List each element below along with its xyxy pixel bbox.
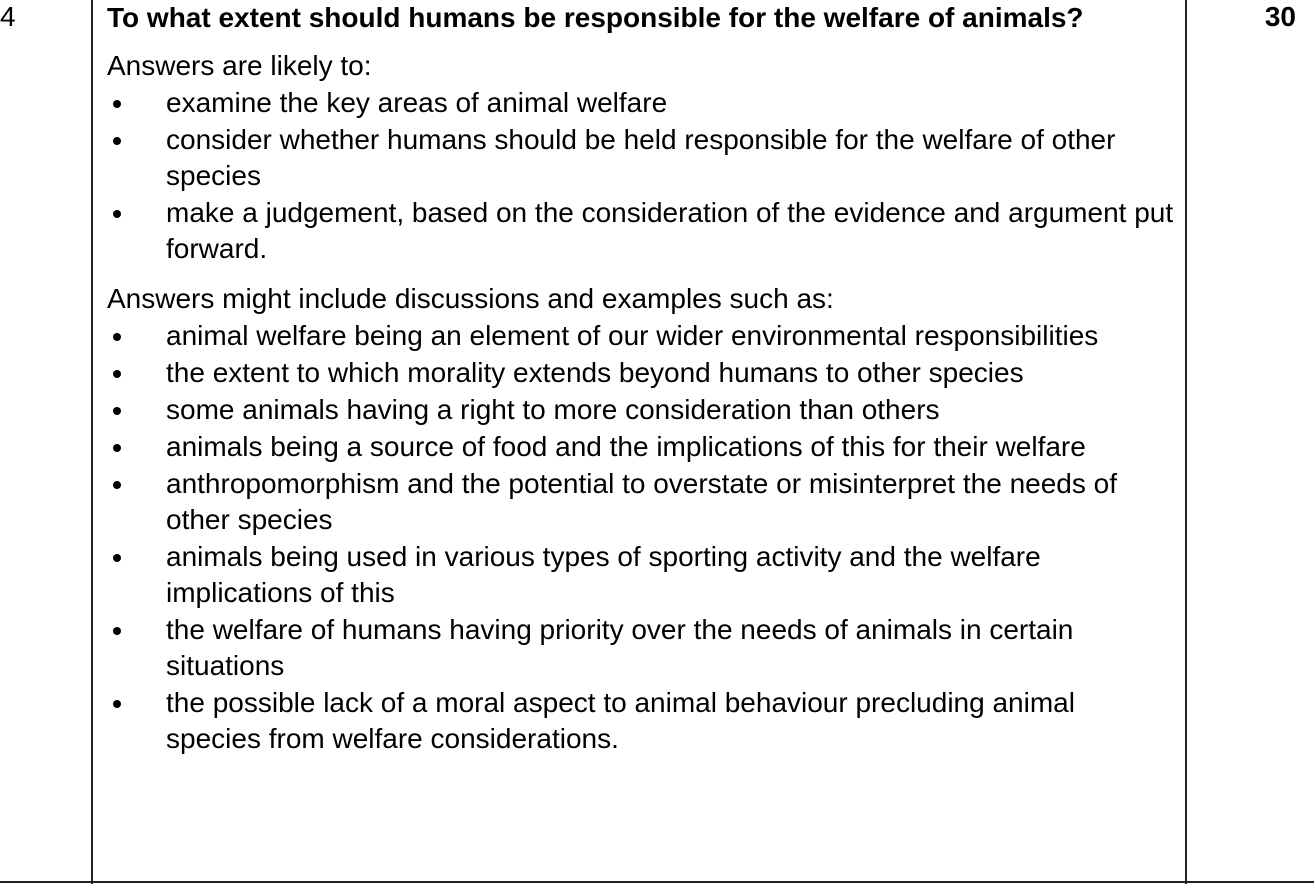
list-item-text: anthropomorphism and the potential to ov… — [166, 468, 1117, 535]
list-item-text: make a judgement, based on the considera… — [166, 197, 1174, 264]
list-item: animal welfare being an element of our w… — [107, 318, 1177, 354]
list-item-text: the possible lack of a moral aspect to a… — [166, 687, 1075, 754]
bullet-icon — [113, 444, 121, 452]
question-number: 4 — [0, 1, 16, 32]
might-include-heading: Answers might include discussions and ex… — [107, 283, 834, 314]
bullet-icon — [113, 100, 121, 108]
bullet-icon — [113, 554, 121, 562]
bullet-icon — [113, 700, 121, 708]
list-item: examine the key areas of animal welfare — [107, 85, 1177, 121]
might-include-list: animal welfare being an element of our w… — [107, 318, 1177, 757]
question-content: To what extent should humans be responsi… — [107, 0, 1177, 757]
list-item-text: some animals having a right to more cons… — [166, 394, 940, 425]
bullet-icon — [113, 137, 121, 145]
list-item: animals being used in various types of s… — [107, 539, 1177, 611]
list-item-text: the welfare of humans having priority ov… — [166, 614, 1074, 681]
question-title: To what extent should humans be responsi… — [107, 2, 1084, 33]
list-item: the possible lack of a moral aspect to a… — [107, 685, 1177, 757]
list-item: some animals having a right to more cons… — [107, 392, 1177, 428]
column-divider-left — [91, 0, 93, 884]
list-item: anthropomorphism and the potential to ov… — [107, 466, 1177, 538]
list-item: the welfare of humans having priority ov… — [107, 612, 1177, 684]
list-item: consider whether humans should be held r… — [107, 122, 1177, 194]
list-item-text: consider whether humans should be held r… — [166, 124, 1116, 191]
list-item: make a judgement, based on the considera… — [107, 195, 1177, 267]
bullet-icon — [113, 370, 121, 378]
bullet-icon — [113, 481, 121, 489]
bullet-icon — [113, 210, 121, 218]
list-item: the extent to which morality extends bey… — [107, 355, 1177, 391]
likely-list: examine the key areas of animal welfare … — [107, 85, 1177, 267]
marks-value: 30 — [1264, 1, 1296, 32]
likely-heading: Answers are likely to: — [107, 50, 372, 81]
list-item-text: examine the key areas of animal welfare — [166, 87, 668, 118]
list-item-text: animals being a source of food and the i… — [166, 431, 1086, 462]
list-item: animals being a source of food and the i… — [107, 429, 1177, 465]
list-item-text: the extent to which morality extends bey… — [166, 357, 1024, 388]
bullet-icon — [113, 407, 121, 415]
list-item-text: animal welfare being an element of our w… — [166, 320, 1099, 351]
bullet-icon — [113, 627, 121, 635]
column-divider-right — [1185, 0, 1187, 884]
bullet-icon — [113, 333, 121, 341]
table-bottom-border — [0, 881, 1314, 883]
list-item-text: animals being used in various types of s… — [166, 541, 1041, 608]
